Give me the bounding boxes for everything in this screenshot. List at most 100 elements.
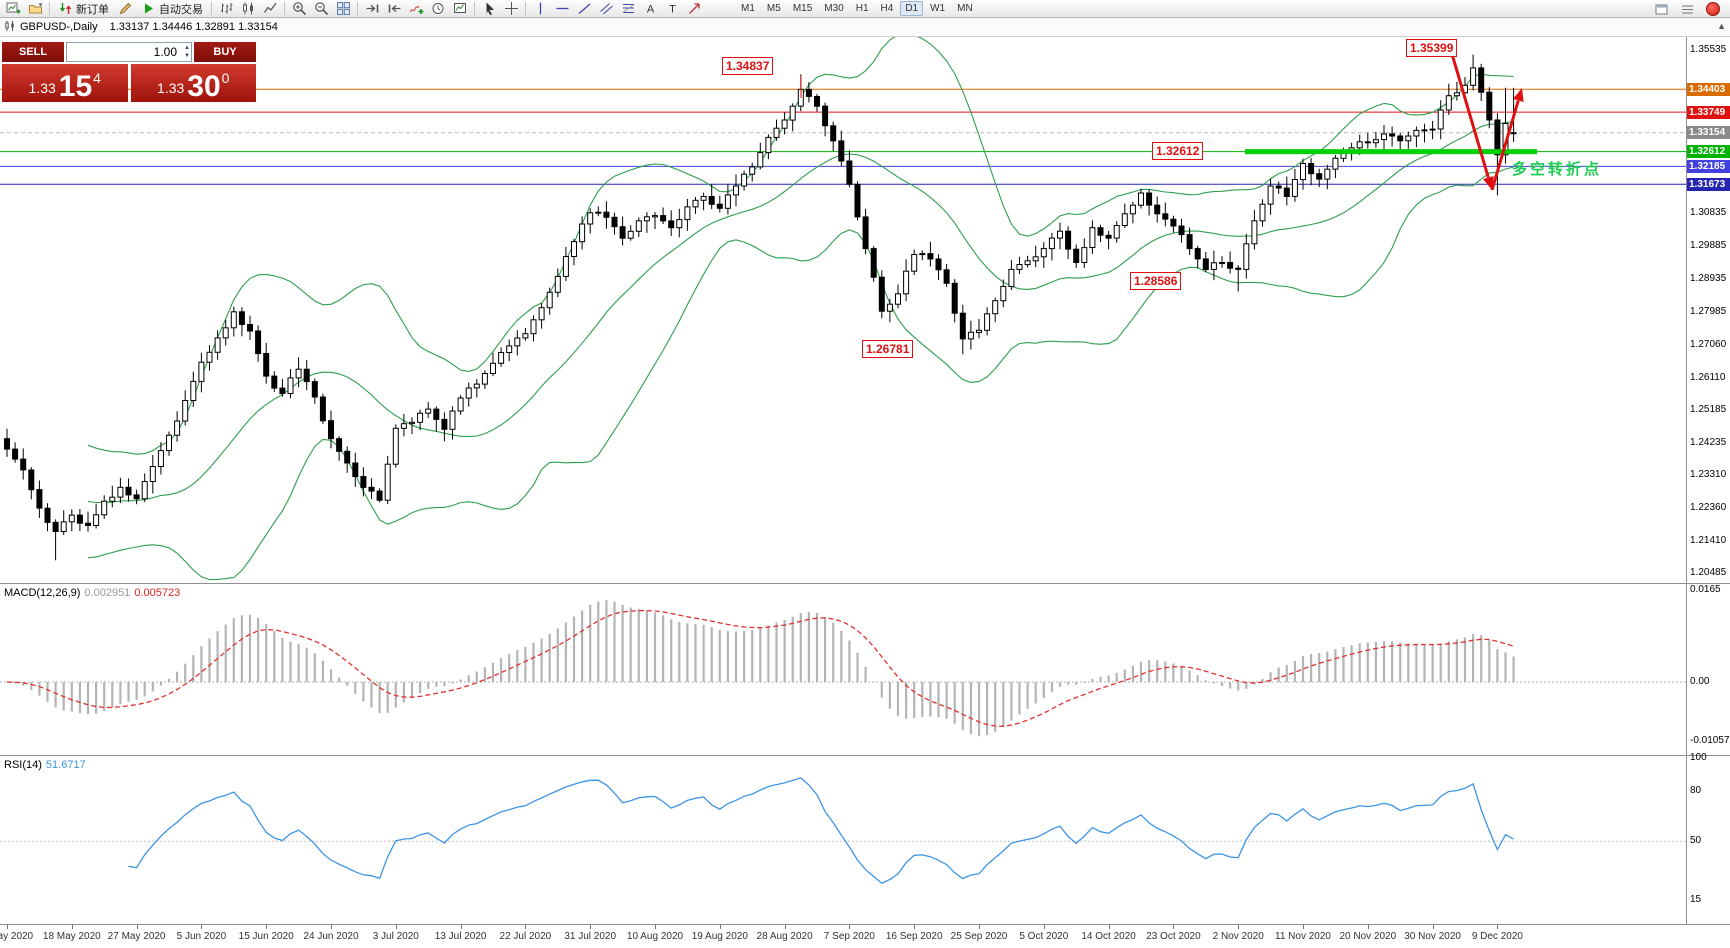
timeframe-h1-button[interactable]: H1: [855, 3, 869, 14]
macd-indicator-panel[interactable]: [0, 584, 1730, 755]
toolbar-separator: [474, 2, 475, 15]
lot-decrease-icon[interactable]: ▼: [184, 53, 190, 59]
metaeditor-icon[interactable]: [114, 0, 136, 18]
buy-price-button[interactable]: 1.33 30 0: [130, 64, 256, 102]
rsi-axis-tick: 80: [1690, 785, 1702, 797]
bar-chart-icon[interactable]: [215, 0, 237, 18]
rsi-axis-tick: 15: [1690, 893, 1702, 905]
sell-price-main: 1.33: [28, 80, 56, 96]
sell-button[interactable]: SELL: [2, 42, 64, 62]
chart-profiles-icon[interactable]: [24, 0, 46, 18]
new-order-button[interactable]: 新订单: [53, 0, 114, 18]
text-icon[interactable]: A: [639, 0, 661, 18]
price-axis-tick: 1.22360: [1690, 501, 1727, 513]
timeframe-m1-button[interactable]: M1: [741, 3, 755, 14]
date-axis-tick: [1303, 925, 1304, 929]
zoom-out-icon[interactable]: [310, 0, 332, 18]
scroll-up-icon[interactable]: ▲: [1717, 21, 1726, 31]
channel-icon[interactable]: [595, 0, 617, 18]
vertical-line-icon[interactable]: [529, 0, 551, 18]
turning-point-note[interactable]: 多空转折点: [1512, 161, 1603, 178]
docking-icon[interactable]: [1650, 0, 1672, 18]
date-axis-tick: [71, 925, 73, 929]
date-axis-label: 23 Oct 2020: [1146, 931, 1201, 942]
price-annotation[interactable]: 1.35399: [1406, 39, 1458, 57]
date-axis-label: 7 Sep 2020: [823, 931, 875, 942]
timeframe-m30-button[interactable]: M30: [824, 3, 844, 14]
price-annotation[interactable]: 1.32612: [1152, 142, 1204, 160]
horizontal-line-icon[interactable]: [551, 0, 573, 18]
date-axis-tick: [1108, 925, 1110, 929]
price-axis-tick: 1.29885: [1690, 240, 1727, 252]
timeframe-mn-button[interactable]: MN: [957, 3, 973, 14]
panel-separator[interactable]: [0, 755, 1730, 756]
line-chart-icon[interactable]: [259, 0, 281, 18]
date-axis-tick: [1043, 925, 1045, 929]
trendline-icon[interactable]: [573, 0, 595, 18]
chart-title-symbol: GBPUSD-,Daily: [20, 21, 98, 33]
date-axis-label: 13 Jul 2020: [434, 931, 487, 942]
timeframe-h4-button[interactable]: H4: [880, 3, 894, 14]
date-axis-tick: [460, 925, 462, 929]
date-axis-tick: [1497, 925, 1499, 929]
timeframe-d1-button[interactable]: D1: [900, 1, 924, 16]
candlestick-chart-icon[interactable]: [237, 0, 259, 18]
chart-shift-icon[interactable]: [383, 0, 405, 18]
sell-price-sup: 4: [93, 70, 101, 86]
label-icon[interactable]: T: [661, 0, 683, 18]
cursor-icon[interactable]: [478, 0, 500, 18]
help-icon[interactable]: [1676, 0, 1698, 18]
timeframe-w1-button[interactable]: W1: [930, 3, 946, 14]
arrows-icon[interactable]: [683, 0, 705, 18]
timeframe-m15-button[interactable]: M15: [792, 3, 813, 14]
docking-icon: [1655, 4, 1667, 14]
date-axis-label: 8 May 2020: [0, 931, 34, 942]
tile-windows-icon[interactable]: [332, 0, 354, 18]
panel-separator: [0, 924, 1730, 925]
price-level-badge: 1.33749: [1687, 105, 1730, 119]
macd-axis-tick: 0.00: [1690, 676, 1710, 687]
bar-chart-icon: [220, 3, 232, 14]
auto-trading-button[interactable]: 自动交易: [136, 0, 208, 18]
crosshair-icon[interactable]: [500, 0, 522, 18]
periods-icon[interactable]: [427, 0, 449, 18]
buy-button[interactable]: BUY: [194, 42, 256, 62]
date-axis-tick: [784, 925, 786, 929]
lot-increase-icon[interactable]: ▲: [184, 45, 190, 51]
timeframe-m5-button[interactable]: M5: [766, 3, 781, 14]
zoom-in-icon: [292, 2, 306, 16]
fibonacci-icon[interactable]: [617, 0, 639, 18]
metaeditor-icon: [119, 2, 131, 15]
date-axis-tick: [849, 925, 851, 929]
fibonacci-icon: [622, 4, 634, 13]
lot-size-input[interactable]: 1.00 ▲ ▼: [66, 42, 192, 62]
price-annotation[interactable]: 1.28586: [1130, 272, 1182, 290]
price-annotation[interactable]: 1.26781: [862, 340, 914, 358]
date-axis-label: 28 Aug 2020: [756, 931, 813, 942]
date-axis-tick: [331, 925, 332, 929]
date-axis-tick: [979, 925, 980, 929]
rsi-name: RSI(14): [4, 759, 42, 771]
lot-stepper[interactable]: ▲ ▼: [184, 44, 190, 60]
zoom-in-icon[interactable]: [288, 0, 310, 18]
rsi-indicator-label: RSI(14) 51.6717: [4, 759, 86, 771]
sell-price-button[interactable]: 1.33 15 4: [2, 64, 128, 102]
date-axis-label: 15 Jun 2020: [238, 931, 294, 942]
date-axis-label: 16 Sep 2020: [885, 931, 943, 942]
date-axis-tick: [525, 925, 527, 929]
templates-icon[interactable]: [449, 0, 471, 18]
community-icon[interactable]: [1702, 0, 1724, 18]
auto-scroll-icon[interactable]: [361, 0, 383, 18]
price-axis-tick: 1.35535: [1690, 44, 1727, 55]
price-annotation[interactable]: 1.34837: [722, 57, 774, 75]
new-chart-icon[interactable]: [2, 0, 24, 18]
main-price-chart[interactable]: [0, 37, 1730, 583]
date-axis-label: 14 Oct 2020: [1081, 931, 1136, 942]
panel-separator[interactable]: [0, 583, 1730, 584]
date-axis-label: 3 Jul 2020: [372, 931, 419, 942]
rsi-indicator-panel[interactable]: [0, 756, 1730, 924]
community-icon: [1706, 2, 1720, 16]
indicators-icon: [409, 5, 423, 14]
price-axis-tick: 1.26110: [1690, 371, 1726, 383]
indicators-icon[interactable]: [405, 0, 427, 18]
